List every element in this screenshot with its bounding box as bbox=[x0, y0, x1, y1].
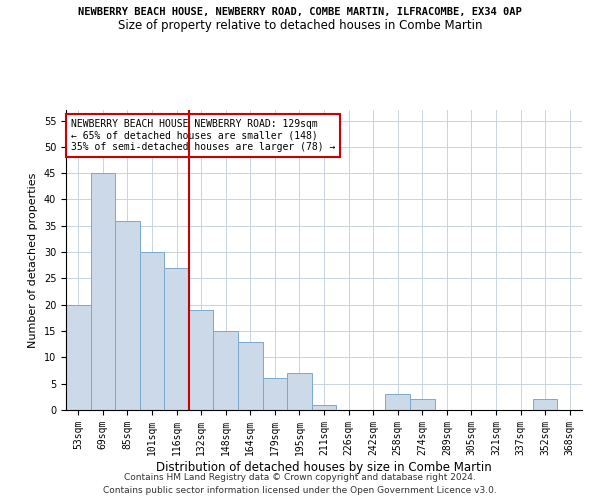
Bar bbox=[533, 400, 557, 410]
Bar bbox=[66, 304, 91, 410]
Y-axis label: Number of detached properties: Number of detached properties bbox=[28, 172, 38, 348]
Bar bbox=[287, 373, 312, 410]
Text: Contains HM Land Registry data © Crown copyright and database right 2024.
Contai: Contains HM Land Registry data © Crown c… bbox=[103, 473, 497, 495]
Bar bbox=[312, 404, 336, 410]
Text: NEWBERRY BEACH HOUSE NEWBERRY ROAD: 129sqm
← 65% of detached houses are smaller : NEWBERRY BEACH HOUSE NEWBERRY ROAD: 129s… bbox=[71, 119, 335, 152]
Text: NEWBERRY BEACH HOUSE, NEWBERRY ROAD, COMBE MARTIN, ILFRACOMBE, EX34 0AP: NEWBERRY BEACH HOUSE, NEWBERRY ROAD, COM… bbox=[78, 8, 522, 18]
X-axis label: Distribution of detached houses by size in Combe Martin: Distribution of detached houses by size … bbox=[156, 460, 492, 473]
Bar bbox=[91, 173, 115, 410]
Text: Size of property relative to detached houses in Combe Martin: Size of property relative to detached ho… bbox=[118, 19, 482, 32]
Bar bbox=[214, 331, 238, 410]
Bar bbox=[164, 268, 189, 410]
Bar bbox=[238, 342, 263, 410]
Bar bbox=[115, 220, 140, 410]
Bar bbox=[189, 310, 214, 410]
Bar bbox=[385, 394, 410, 410]
Bar bbox=[410, 400, 434, 410]
Bar bbox=[140, 252, 164, 410]
Bar bbox=[263, 378, 287, 410]
